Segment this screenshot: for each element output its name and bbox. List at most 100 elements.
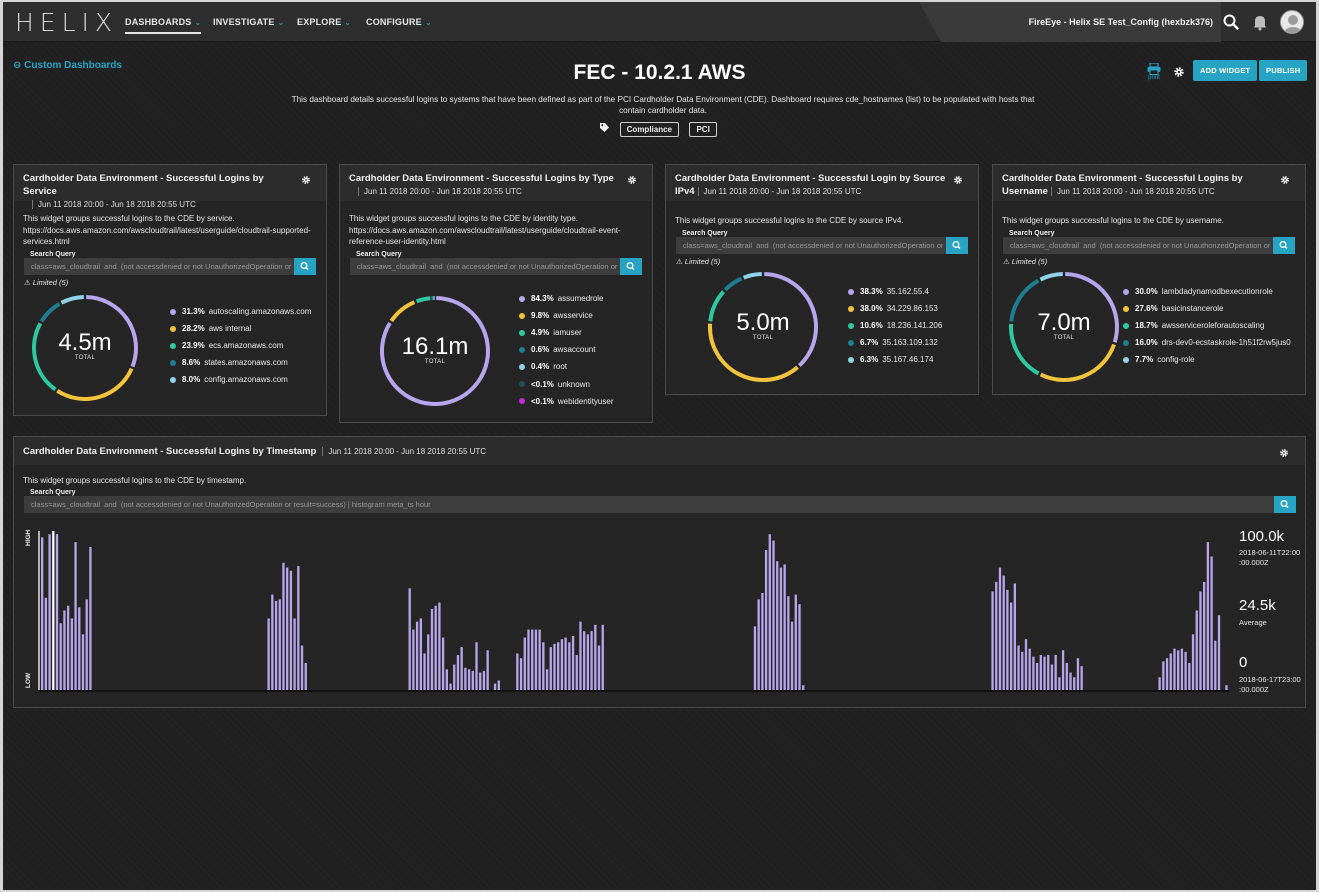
timeline-bar[interactable]	[557, 642, 560, 690]
timeline-bar[interactable]	[293, 618, 296, 690]
legend-item[interactable]: 23.9% ecs.amazonaws.com	[170, 337, 311, 354]
timeline-bar[interactable]	[85, 599, 88, 690]
timeline-bar[interactable]	[460, 647, 463, 690]
timeline-bar[interactable]	[1173, 648, 1176, 690]
timeline-bar[interactable]	[1195, 610, 1198, 691]
timeline-bar[interactable]	[1043, 656, 1046, 690]
timeline-bar[interactable]	[1217, 615, 1221, 690]
timeline-bar[interactable]	[597, 645, 601, 690]
timeline-bar[interactable]	[74, 542, 77, 690]
timeline-bar[interactable]	[52, 531, 55, 690]
timeline-bar[interactable]	[1002, 575, 1005, 690]
timeline-bar[interactable]	[297, 565, 300, 690]
donut-slice-1[interactable]	[764, 272, 818, 368]
donut-slice-2[interactable]	[1039, 343, 1116, 382]
timeline-bar[interactable]	[1065, 662, 1068, 690]
donut-slice-1[interactable]	[380, 296, 490, 406]
donut-slice-4[interactable]	[723, 276, 743, 292]
timeline-bar[interactable]	[560, 639, 564, 690]
search-query-input[interactable]	[24, 258, 294, 275]
timeline-bar[interactable]	[1021, 651, 1024, 690]
legend-item[interactable]: 10.6% 18.236.141.206	[848, 317, 942, 334]
legend-item[interactable]: 38.0% 34.229.86.153	[848, 300, 942, 317]
timeline-bar[interactable]	[438, 602, 441, 690]
timeline-bar[interactable]	[89, 546, 92, 690]
account-selector[interactable]: FireEye - Helix SE Test_Config (hexbzk37…	[919, 2, 1221, 42]
timeline-bar[interactable]	[586, 634, 590, 690]
timeline-bar[interactable]	[594, 624, 597, 690]
donut-slice-5[interactable]	[742, 272, 762, 280]
timeline-bar[interactable]	[497, 680, 500, 690]
timeline-bar[interactable]	[286, 567, 289, 690]
timeline-bar[interactable]	[542, 642, 545, 690]
nav-configure[interactable]: CONFIGURE ⌄	[366, 17, 432, 27]
timeline-bar[interactable]	[575, 655, 578, 690]
timeline-bar[interactable]	[531, 629, 534, 690]
timeline-bar[interactable]	[55, 534, 59, 690]
timeline-bar[interactable]	[1188, 662, 1191, 690]
donut-slice-3[interactable]	[1009, 323, 1040, 376]
search-query-input[interactable]	[24, 496, 1274, 513]
timeline-bar[interactable]	[1050, 664, 1054, 690]
timeline-bar[interactable]	[1080, 666, 1083, 690]
donut-slice-4[interactable]	[39, 302, 61, 323]
timeline-bar[interactable]	[798, 604, 801, 690]
legend-item[interactable]: 6.3% 35.167.46.174	[848, 351, 942, 368]
timeline-bar[interactable]	[794, 594, 797, 690]
dashboard-settings-gear-icon[interactable]	[1173, 65, 1185, 83]
timeline-bar[interactable]	[434, 605, 437, 690]
timeline-bar[interactable]	[493, 683, 497, 690]
timeline-bar[interactable]	[282, 562, 285, 690]
timeline-bar[interactable]	[59, 623, 62, 690]
timeline-bar[interactable]	[66, 605, 70, 690]
timeline-bar[interactable]	[764, 550, 768, 690]
timeline-bar[interactable]	[479, 672, 482, 690]
timeline-bar[interactable]	[779, 567, 783, 690]
donut-slice-1[interactable]	[1065, 272, 1119, 343]
widget-gear-icon[interactable]	[301, 175, 311, 185]
print-button[interactable]: print	[1145, 62, 1163, 84]
timeline-bar[interactable]	[412, 629, 415, 690]
timeline-bar[interactable]	[787, 596, 790, 690]
nav-investigate[interactable]: INVESTIGATE ⌄	[213, 17, 284, 27]
timestamp-bar-chart[interactable]	[36, 527, 1231, 693]
timeline-bar[interactable]	[995, 581, 998, 690]
widget-gear-icon[interactable]	[1280, 175, 1290, 185]
nav-dashboards[interactable]: DASHBOARDS ⌄	[125, 17, 202, 34]
timeline-bar[interactable]	[998, 567, 1002, 690]
timeline-bar[interactable]	[790, 621, 794, 690]
legend-item[interactable]: 8.6% states.amazonaws.com	[170, 354, 311, 371]
timeline-bar[interactable]	[1206, 542, 1210, 690]
search-query-input[interactable]	[676, 237, 946, 254]
legend-item[interactable]: <0.1% webidentityuser	[519, 393, 614, 410]
widget-gear-icon[interactable]	[1279, 448, 1289, 458]
timeline-bar[interactable]	[44, 597, 48, 690]
donut-slice-3[interactable]	[415, 296, 431, 304]
timeline-bar[interactable]	[776, 561, 779, 690]
timeline-bar[interactable]	[48, 534, 51, 690]
donut-slice-5[interactable]	[60, 295, 84, 305]
legend-item[interactable]: 27.6% basicinstancerole	[1123, 300, 1291, 317]
timeline-bar[interactable]	[553, 643, 556, 690]
service-donut-chart[interactable]	[29, 292, 141, 404]
donut-slice-3[interactable]	[32, 322, 57, 392]
timeline-bar[interactable]	[1061, 650, 1065, 690]
legend-item[interactable]: 28.2% aws internal	[170, 320, 311, 337]
timeline-bar[interactable]	[456, 655, 460, 690]
timeline-bar[interactable]	[1039, 655, 1042, 690]
legend-item[interactable]: 4.9% iamuser	[519, 324, 614, 341]
timeline-bar[interactable]	[1162, 661, 1165, 690]
avatar[interactable]	[1280, 10, 1304, 34]
timeline-bar[interactable]	[1203, 581, 1206, 690]
timeline-bar[interactable]	[534, 629, 538, 690]
timeline-bar[interactable]	[571, 635, 575, 690]
timeline-bar[interactable]	[1184, 651, 1187, 690]
timeline-bar[interactable]	[1158, 677, 1161, 690]
timeline-bar[interactable]	[527, 629, 530, 690]
timeline-bar[interactable]	[453, 664, 456, 690]
timeline-bar[interactable]	[304, 662, 307, 690]
timeline-bar[interactable]	[267, 618, 270, 690]
donut-slice-2[interactable]	[389, 300, 416, 323]
source-ipv4-donut-chart[interactable]	[705, 269, 821, 385]
timeline-bar[interactable]	[289, 570, 293, 690]
